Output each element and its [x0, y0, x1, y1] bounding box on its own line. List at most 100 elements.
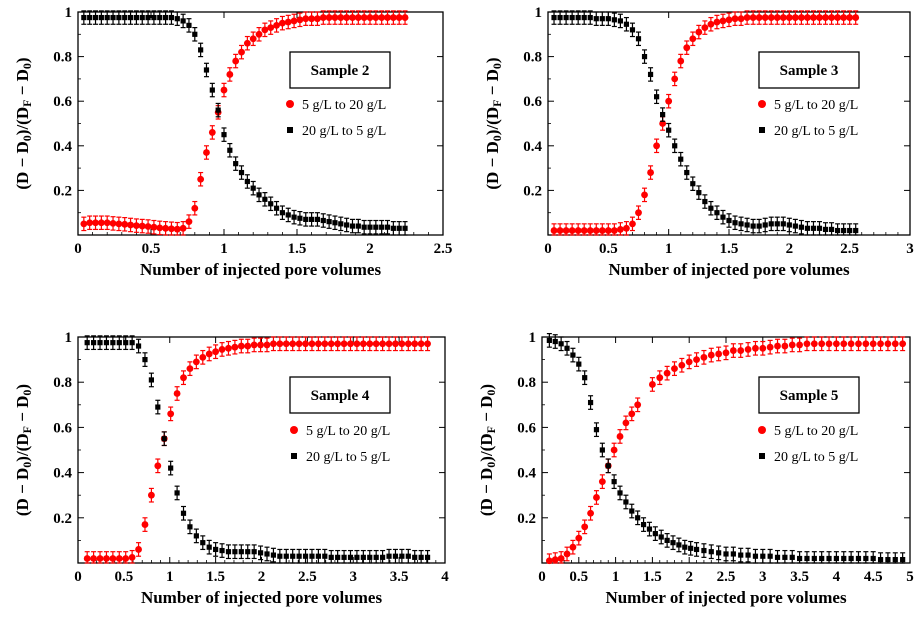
data-point	[174, 16, 180, 22]
x-tick-label: 0.5	[142, 241, 161, 257]
data-point	[267, 24, 275, 32]
panel-label: Sample 3	[780, 63, 839, 79]
y-axis-title-part: (D − D	[477, 468, 496, 516]
data-point	[551, 14, 557, 21]
data-point	[270, 340, 277, 348]
legend-label: 5 g/L to 20 g/L	[306, 424, 390, 439]
data-point	[237, 342, 245, 350]
y-axis-title: (D − D0)/(DF − D0)	[13, 57, 34, 189]
data-point	[193, 533, 199, 539]
y-axis-title-part: (D − D	[13, 141, 32, 189]
data-point	[593, 427, 600, 433]
chart-panel-2: 0 0.5 1 1.5 2 2.5 3 0.2 0.4 0.6 0.8 1 Number of inje…	[483, 5, 914, 279]
y-tick-label: 0.2	[53, 511, 72, 527]
data-point	[791, 14, 799, 21]
data-point	[664, 537, 670, 543]
data-point	[366, 340, 374, 348]
data-point	[884, 340, 892, 348]
y-axis-title-subscript: F	[484, 426, 498, 433]
data-point	[238, 48, 245, 56]
data-point	[629, 220, 636, 228]
x-tick-label: 4	[833, 569, 841, 585]
data-point	[670, 540, 676, 546]
data-point	[295, 340, 303, 348]
x-tick-label: 2	[366, 241, 374, 257]
data-point	[593, 16, 599, 22]
data-point	[647, 71, 654, 78]
data-point	[128, 553, 136, 561]
data-point	[135, 343, 142, 349]
data-point	[296, 16, 304, 24]
series-2	[546, 333, 906, 564]
y-axis-title-part: − D	[483, 69, 502, 99]
data-point	[707, 20, 715, 28]
data-point	[853, 227, 859, 234]
data-point	[92, 14, 99, 21]
data-point	[150, 223, 158, 231]
panel-label: Sample 5	[780, 388, 839, 404]
data-point	[289, 340, 297, 348]
legend-marker	[287, 127, 293, 133]
data-point	[779, 14, 787, 21]
data-point	[340, 340, 348, 348]
data-point	[372, 340, 380, 348]
data-point	[683, 44, 691, 52]
data-point	[676, 542, 682, 548]
data-point	[268, 201, 274, 207]
data-point	[804, 555, 810, 562]
series-2	[84, 335, 431, 564]
data-point	[749, 14, 757, 21]
data-point	[743, 14, 751, 21]
data-point	[810, 14, 817, 21]
data-point	[379, 340, 387, 348]
data-point	[598, 478, 606, 486]
data-point	[656, 374, 664, 382]
data-point	[552, 338, 558, 345]
data-point	[261, 26, 269, 34]
legend-marker	[286, 100, 294, 108]
data-point	[550, 227, 558, 234]
data-point	[97, 219, 105, 227]
data-point	[337, 14, 345, 21]
data-point	[83, 555, 91, 562]
data-point	[581, 14, 587, 21]
data-point	[157, 14, 163, 21]
x-tick-label: 3	[759, 569, 767, 585]
data-point	[379, 224, 385, 230]
data-point	[80, 220, 88, 228]
data-point	[762, 222, 768, 228]
data-point	[833, 555, 839, 562]
data-point	[774, 342, 781, 350]
data-point	[797, 555, 803, 562]
data-point	[233, 161, 239, 167]
data-point	[314, 216, 321, 222]
data-point	[714, 210, 720, 216]
data-point	[349, 223, 356, 229]
series-2	[81, 10, 408, 236]
data-point	[225, 549, 232, 555]
data-point	[327, 340, 335, 348]
data-point	[203, 67, 210, 73]
data-point	[575, 14, 581, 21]
data-point	[828, 226, 835, 233]
data-point	[331, 14, 339, 21]
y-axis-title-subscript: 0	[490, 63, 504, 69]
series-2	[551, 10, 859, 236]
y-tick-label: 0.2	[53, 183, 72, 199]
y-tick-label: 0.8	[517, 375, 536, 391]
data-point	[151, 14, 157, 21]
data-point	[353, 340, 361, 348]
series-1	[83, 336, 431, 564]
data-point	[186, 365, 194, 373]
data-point	[96, 555, 104, 562]
data-point	[752, 553, 759, 559]
legend-marker	[290, 426, 298, 434]
data-point	[215, 107, 221, 113]
data-point	[846, 14, 854, 21]
data-point	[569, 14, 575, 21]
data-point	[672, 143, 678, 149]
data-point	[634, 401, 642, 409]
series-1	[550, 10, 860, 236]
data-point	[688, 545, 694, 551]
data-point	[378, 14, 386, 21]
